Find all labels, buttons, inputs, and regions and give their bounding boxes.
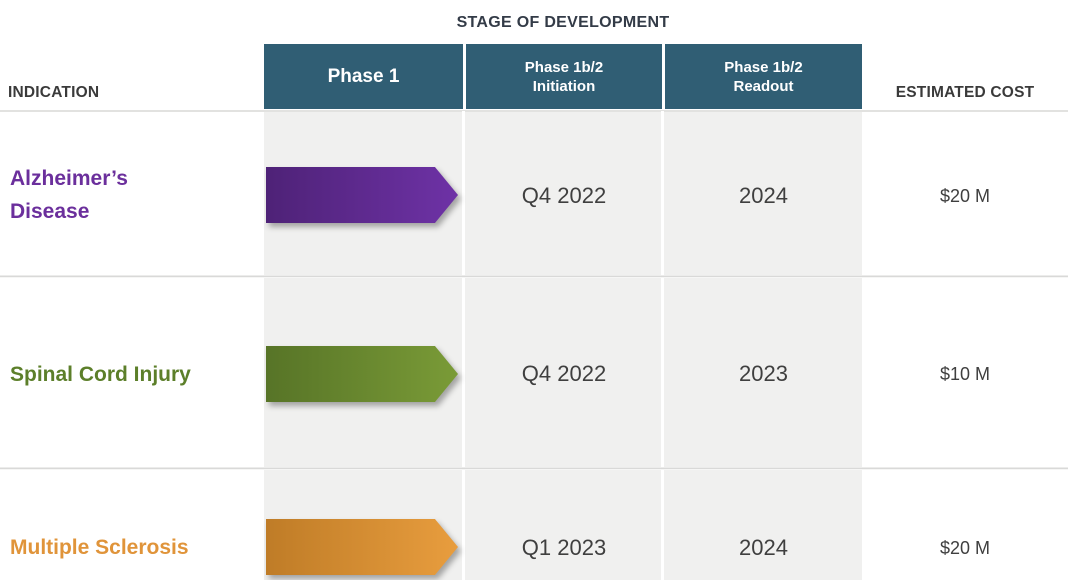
column-header-estimated-cost: ESTIMATED COST: [895, 84, 1035, 101]
phase1-arrow-shape: [266, 346, 458, 402]
phase1-arrow: [266, 167, 458, 223]
column-header-phase1b2-initiation: Phase 1b/2 Initiation: [466, 44, 662, 109]
table-title: STAGE OF DEVELOPMENT: [456, 14, 670, 31]
column-header-indication: INDICATION: [8, 84, 100, 101]
column-header-label: Phase 1: [327, 65, 400, 87]
indication-spinal-cord-injury: Spinal Cord Injury: [10, 363, 191, 386]
column-divider: [462, 111, 465, 580]
phase1-arrow-shape: [266, 519, 458, 575]
indication-alzheimers-disease: Alzheimer’s Disease: [10, 167, 128, 223]
initiation-date: Q4 2022: [521, 361, 607, 386]
phase1-arrow: [266, 519, 458, 575]
estimated-cost-value: $10 M: [939, 364, 991, 384]
readout-date: 2024: [739, 535, 788, 560]
estimated-cost-value: $20 M: [939, 538, 991, 558]
column-header-label: Phase 1b/2: [524, 58, 604, 76]
readout-date: 2023: [739, 361, 788, 386]
header-underline: [0, 110, 1068, 112]
estimated-cost-value: $20 M: [939, 186, 991, 206]
column-header-sublabel: Readout: [733, 77, 794, 95]
column-header-label: Phase 1b/2: [724, 58, 803, 76]
row-divider: [0, 467, 1068, 470]
row-divider: [0, 275, 1068, 278]
initiation-date: Q4 2022: [521, 183, 607, 208]
column-header-phase1b2-readout: Phase 1b/2 Readout: [665, 44, 862, 109]
column-header-sublabel: Initiation: [532, 77, 596, 95]
readout-date: 2024: [739, 183, 788, 208]
phase1-arrow: [266, 346, 458, 402]
initiation-date: Q1 2023: [521, 535, 607, 560]
column-divider: [661, 111, 664, 580]
column-header-phase1: Phase 1: [264, 44, 463, 109]
phase1-arrow-shape: [266, 167, 458, 223]
indication-multiple-sclerosis: Multiple Sclerosis: [10, 536, 189, 559]
